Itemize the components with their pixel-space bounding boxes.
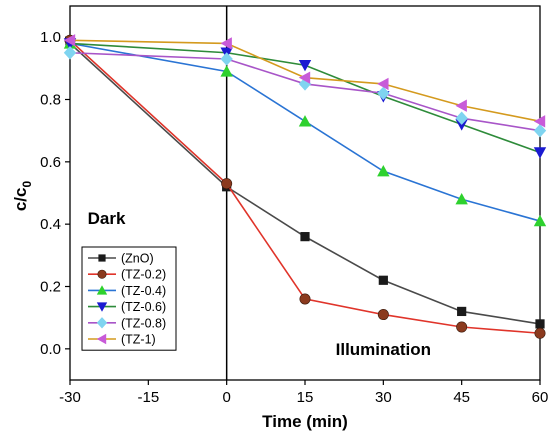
data-point (377, 77, 389, 91)
legend: (ZnO) (TZ-0.2) (TZ-0.4) (TZ-0.6) (TZ-0.8) (TZ… (81, 246, 177, 351)
data-point (377, 164, 390, 177)
x-tick-label: 15 (297, 389, 314, 406)
legend-label: (TZ-1) (121, 333, 156, 347)
data-point (220, 37, 232, 50)
x-tick-label: -30 (59, 389, 81, 406)
series-tz-0.2 (64, 34, 546, 339)
data-point (534, 327, 546, 339)
series-tz-1 (63, 34, 546, 128)
x-tick-label: 0 (222, 389, 230, 406)
legend-label: (TZ-0.2) (121, 268, 166, 282)
y-tick-label: 0.0 (40, 341, 61, 358)
y-axis-title-sub: 0 (20, 181, 34, 188)
data-point (298, 71, 311, 84)
data-point (533, 123, 547, 138)
series-line (69, 51, 541, 132)
data-point (221, 178, 233, 190)
series-tz-0.4 (63, 37, 547, 227)
data-point (455, 111, 468, 125)
data-point (298, 115, 312, 127)
data-point (455, 119, 468, 131)
y-tick-label: 0.6 (40, 154, 61, 171)
x-tick-label: 45 (453, 389, 470, 406)
x-tick-label: -15 (137, 389, 159, 406)
series-tz-0.8 (63, 46, 547, 138)
data-point (377, 309, 389, 321)
series-line (69, 42, 541, 222)
legend-swatch-marker (97, 269, 107, 279)
data-point (533, 115, 546, 128)
chart-annotation: Dark (88, 209, 126, 228)
data-point (63, 34, 76, 47)
data-point (455, 193, 468, 205)
data-point (220, 52, 233, 66)
legend-label: (TZ-0.4) (121, 284, 166, 298)
series-line (69, 39, 541, 123)
legend-box (81, 246, 177, 351)
x-tick-label: 30 (375, 389, 392, 406)
legend-label: (TZ-0.8) (121, 316, 166, 330)
plot-layer: -30 -15 0 15 30 45 60 0.0 0.2 0.4 0.6 0.8 1.0 Dark Ill… (40, 5, 549, 406)
y-tick-label: 0.2 (40, 279, 61, 296)
x-tick-label: 60 (532, 389, 549, 406)
data-point (220, 65, 233, 77)
data-point (533, 214, 547, 227)
legend-swatch-marker (96, 285, 108, 295)
data-point (457, 306, 467, 317)
series-line (69, 42, 541, 325)
legend-swatch-marker (96, 317, 108, 329)
x-axis-title: Time (min) (262, 412, 348, 431)
y-tick-label: 0.4 (40, 216, 61, 233)
data-point (455, 99, 467, 112)
data-point (299, 293, 311, 305)
legend-swatch-marker (96, 333, 107, 345)
legend-label: (TZ-0.6) (121, 300, 166, 314)
data-point (298, 60, 312, 72)
data-point (63, 46, 77, 60)
legend-swatch-marker (98, 254, 106, 262)
legend-swatch-marker (96, 302, 108, 312)
y-tick-label: 0.8 (40, 92, 61, 109)
data-point (533, 147, 547, 159)
y-axis-title: c/c0 (11, 181, 34, 212)
data-point (378, 275, 388, 285)
data-point (300, 232, 310, 242)
data-point (535, 319, 545, 329)
y-tick-label: 1.0 (40, 29, 61, 46)
data-point (377, 86, 390, 100)
y-axis-title-main: c/c (11, 188, 30, 212)
legend-label: (ZnO) (121, 252, 154, 266)
series-line (69, 39, 541, 335)
data-point (456, 321, 468, 333)
chart-annotation: Illumination (336, 340, 431, 359)
